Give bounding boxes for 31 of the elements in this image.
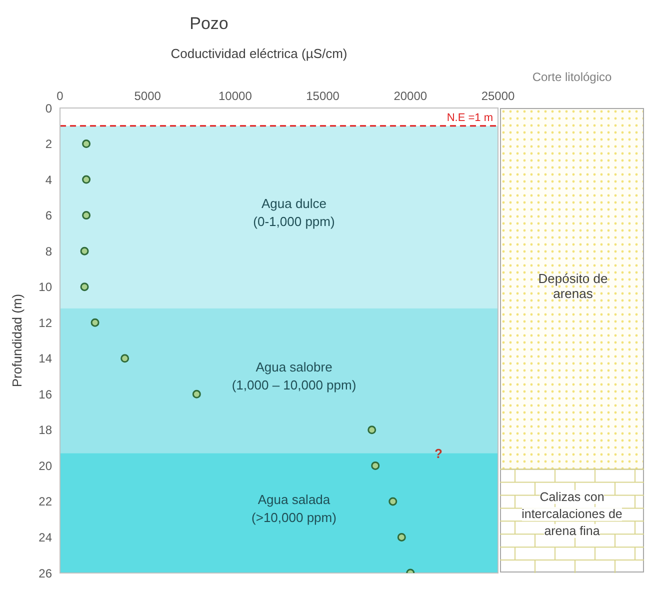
band-label: Agua salada (>10,000 ppm): [252, 492, 336, 526]
y-tick-label: 12: [38, 316, 52, 330]
y-tick-label: 8: [45, 244, 52, 258]
chart-title: Pozo: [188, 14, 230, 34]
text: Depósito de arenas: [537, 270, 609, 301]
y-tick-label: 2: [45, 137, 52, 152]
y-tick-label: 22: [38, 494, 52, 509]
ref-line-label: N.E =1 m: [446, 112, 493, 124]
x-axis-title: Coductividad eléctrica (µS/cm): [170, 46, 348, 61]
y-tick-label: 26: [38, 566, 52, 580]
x-tick-label: 10000: [218, 89, 252, 103]
y-tick-label: 4: [45, 172, 52, 187]
x-tick-label: 15000: [306, 89, 340, 103]
y-tick-label: 6: [45, 208, 52, 223]
y-tick-label: 10: [38, 280, 52, 294]
y-tick-label: 16: [38, 387, 52, 402]
y-tick-label: 14: [38, 352, 52, 366]
text: Calizas con intercalaciones de arena fina: [522, 490, 622, 538]
x-tick-label: 0: [56, 89, 64, 103]
text: Corte litológico: [531, 70, 613, 84]
y-tick-label: 18: [38, 423, 52, 438]
annotation: ?: [434, 446, 442, 461]
y-axis-title: Profundidad (m): [10, 294, 25, 388]
x-tick-label: 20000: [394, 89, 428, 103]
x-tick-label: 5000: [134, 89, 162, 103]
band-label: Agua dulce (0-1,000 ppm): [253, 196, 335, 230]
y-tick-label: 20: [38, 458, 52, 473]
y-tick-label: 24: [38, 530, 52, 544]
y-tick-label: 0: [45, 101, 52, 116]
x-tick-label: 25000: [481, 89, 516, 103]
band-label: Agua salobre (1,000 – 10,000 ppm): [232, 360, 356, 393]
